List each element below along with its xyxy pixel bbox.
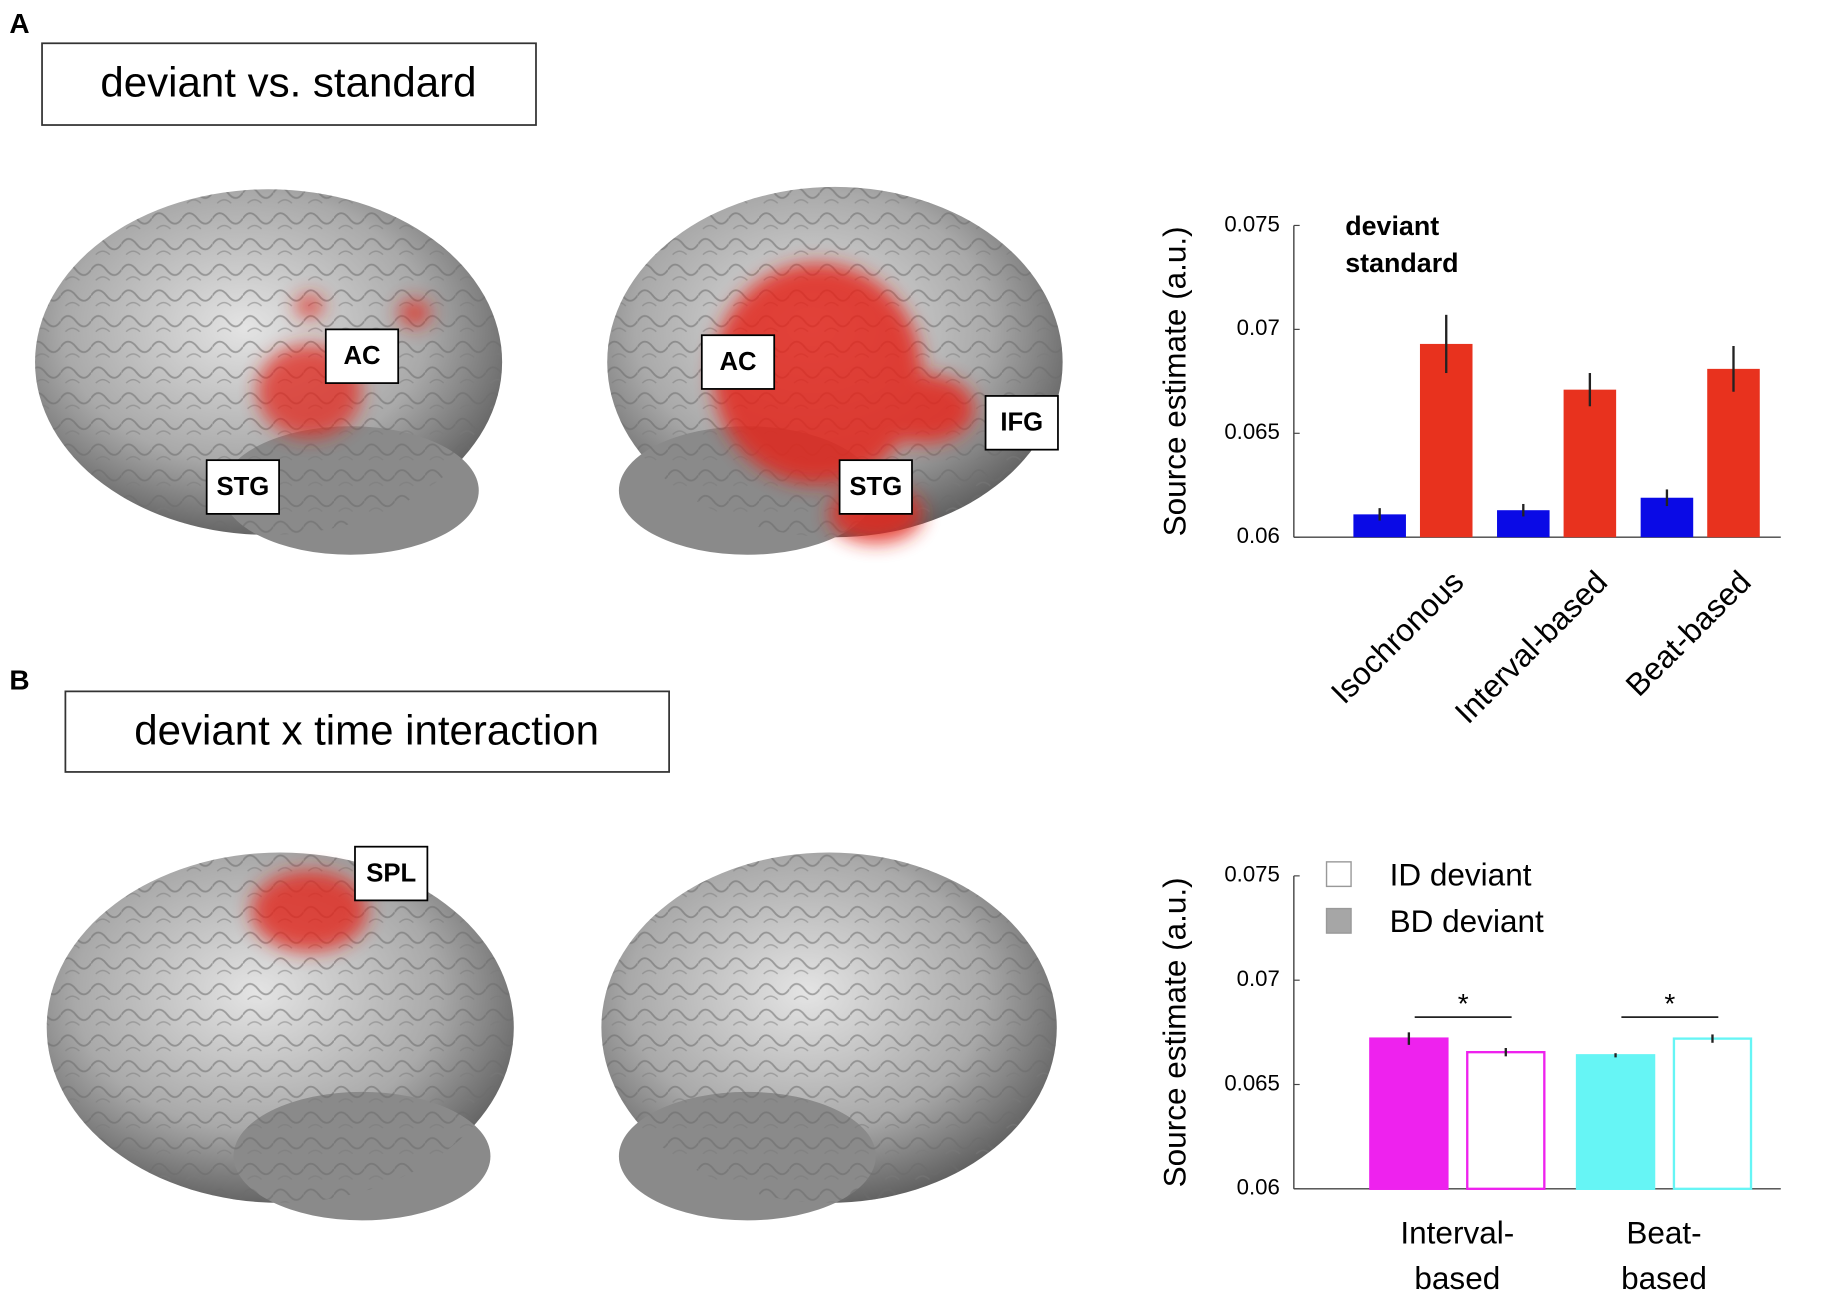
legend-label: BD deviant [1390, 903, 1544, 939]
region-label: AC [719, 348, 756, 376]
panel-heading: deviant vs. standard [100, 58, 476, 105]
legend-label: deviant [1345, 211, 1439, 241]
y-tick-label: 0.07 [1237, 315, 1280, 340]
panel-label: B [9, 664, 29, 695]
x-tick-label: Beat-based [1621, 1215, 1707, 1297]
y-tick-label: 0.06 [1237, 523, 1280, 548]
heading-box [64, 690, 670, 773]
legend-label: ID deviant [1390, 856, 1532, 892]
y-tick-label: 0.06 [1237, 1175, 1280, 1200]
y-tick-label: 0.075 [1224, 862, 1279, 887]
bar [1563, 389, 1617, 538]
legend-label: standard [1345, 248, 1458, 278]
region-box [324, 328, 400, 384]
x-tick-label: Interval-based [1447, 563, 1614, 730]
bar [1575, 1054, 1656, 1190]
bar [1707, 368, 1760, 538]
region-box [205, 459, 280, 515]
y-axis-label: Source estimate (a.u.) [1156, 877, 1192, 1187]
bar [1369, 1037, 1449, 1190]
region-label: STG [849, 473, 902, 501]
bar [1466, 1051, 1546, 1190]
bar [1419, 343, 1473, 538]
bar [1353, 514, 1406, 538]
heading-box [41, 42, 537, 126]
region-label: AC [343, 342, 380, 370]
region-box [984, 395, 1059, 451]
bar [1672, 1037, 1753, 1190]
region-label: SPL [366, 859, 416, 887]
panel-label: A [9, 8, 29, 39]
legend-swatch [1325, 861, 1352, 888]
region-box [838, 459, 913, 515]
region-label: STG [216, 473, 269, 501]
brain-images [35, 186, 1063, 1221]
legend-swatch [1325, 907, 1352, 934]
region-label: IFG [1000, 409, 1043, 437]
y-tick-label: 0.075 [1224, 211, 1279, 236]
x-tick-label: Interval-based [1400, 1215, 1514, 1297]
y-axis-label: Source estimate (a.u.) [1156, 226, 1192, 536]
region-box [354, 845, 429, 902]
significance-label: * [1664, 988, 1675, 1019]
brain [601, 852, 1057, 1221]
region-box [700, 334, 776, 390]
brain [35, 189, 503, 555]
y-tick-label: 0.065 [1224, 419, 1279, 444]
brain [46, 852, 514, 1221]
y-tick-label: 0.065 [1224, 1070, 1279, 1095]
y-tick-label: 0.07 [1237, 966, 1280, 991]
x-tick-label: Isochronous [1324, 563, 1471, 710]
significance-label: * [1458, 988, 1469, 1019]
x-tick-label: Beat-based [1618, 563, 1757, 702]
panel-heading: deviant x time interaction [134, 707, 599, 754]
brain [607, 186, 1063, 555]
